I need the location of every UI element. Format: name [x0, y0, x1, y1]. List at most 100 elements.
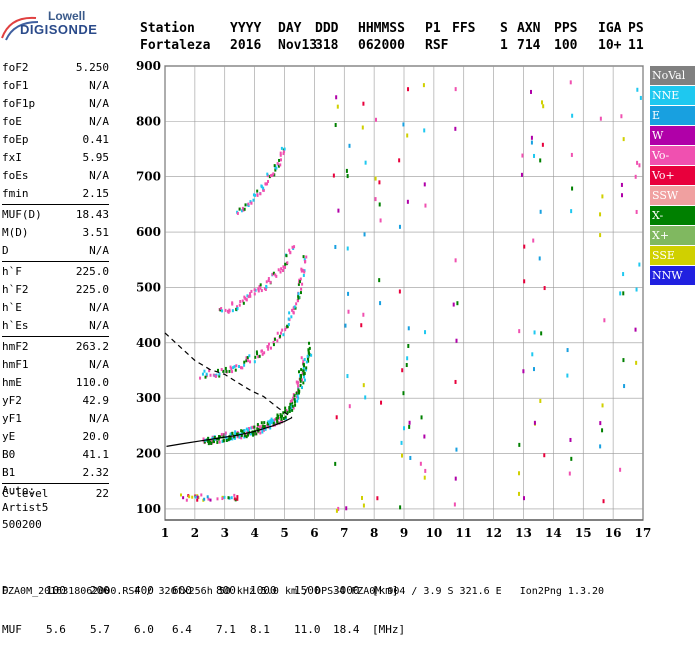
- noise-mark: [362, 383, 365, 388]
- echo-mark: [267, 420, 270, 424]
- echo-mark: [266, 182, 269, 186]
- noise-mark: [454, 379, 457, 384]
- echo-mark: [297, 388, 300, 392]
- footer-cell: 800: [216, 584, 236, 597]
- noise-mark: [209, 498, 212, 502]
- param-value: N/A: [89, 358, 109, 371]
- distance-row: D 100 200 400 600 800 1000 1500 3000 [km]: [2, 584, 399, 597]
- echo-mark: [267, 277, 270, 281]
- param-label: foF2: [2, 61, 29, 74]
- noise-mark: [539, 398, 542, 403]
- echo-mark: [234, 368, 237, 372]
- echo-mark: [262, 428, 265, 432]
- noise-mark: [345, 168, 348, 173]
- noise-mark: [601, 194, 604, 199]
- echo-mark: [267, 345, 270, 349]
- echo-mark: [202, 437, 205, 441]
- auto-code: 500200: [2, 518, 42, 531]
- x-tick-label: 9: [400, 526, 408, 540]
- echo-mark: [302, 372, 305, 376]
- x-tick-label: 15: [575, 526, 592, 540]
- x-tick-label: 12: [485, 526, 502, 540]
- noise-mark: [636, 160, 639, 165]
- x-tick-label: 13: [515, 526, 532, 540]
- param-value: N/A: [89, 79, 109, 92]
- param-row: hmF1 N/A: [2, 356, 109, 374]
- header-cell: 10+: [598, 38, 622, 53]
- echo-mark: [271, 272, 274, 276]
- noise-mark: [541, 100, 544, 105]
- echo-mark: [305, 255, 308, 259]
- param-row: fmin 2.15: [2, 185, 109, 203]
- noise-mark: [533, 153, 536, 158]
- y-tick-label: 500: [136, 280, 161, 294]
- param-value: 2.32: [82, 466, 110, 479]
- echo-mark: [264, 427, 267, 431]
- echo-mark: [269, 426, 272, 430]
- x-tick-label: 11: [455, 526, 472, 540]
- noise-mark: [196, 495, 199, 499]
- param-row: hmE 110.0: [2, 374, 109, 392]
- noise-mark: [622, 358, 625, 363]
- legend-entry: SSE: [650, 246, 695, 265]
- param-row: B0 41.1: [2, 446, 109, 464]
- header-cell: P1: [425, 21, 441, 36]
- auto-label: Auto:: [2, 484, 36, 497]
- echo-mark: [308, 341, 311, 345]
- noise-mark: [621, 193, 624, 198]
- noise-mark: [570, 209, 573, 214]
- echo-mark: [282, 269, 285, 273]
- echo-mark: [203, 440, 206, 444]
- echo-mark: [221, 309, 224, 313]
- echo-mark: [294, 403, 297, 407]
- echo-mark: [282, 333, 285, 337]
- echo-mark: [236, 211, 239, 215]
- footer-cell: 3000: [333, 584, 360, 597]
- noise-mark: [530, 135, 533, 140]
- param-row: foF1p N/A: [2, 95, 109, 113]
- noise-mark: [216, 497, 219, 501]
- echo-mark: [297, 396, 300, 400]
- echo-mark: [262, 424, 265, 428]
- param-label: foF1p: [2, 97, 36, 110]
- echo-mark: [292, 406, 295, 410]
- echo-mark: [243, 429, 246, 433]
- auto-program: Artist5: [2, 501, 49, 514]
- echo-mark: [242, 301, 245, 305]
- noise-mark: [206, 495, 209, 499]
- echo-mark: [208, 369, 211, 373]
- echo-mark: [254, 432, 257, 436]
- direction-legend: NoVal NNE E W Vo- Vo+ SSW X- X+ SSE NNW: [650, 66, 695, 286]
- header-cell: PS: [628, 21, 644, 36]
- echo-mark: [230, 367, 233, 371]
- echo-mark: [303, 372, 306, 376]
- echo-mark: [301, 378, 304, 382]
- noise-mark: [533, 420, 536, 425]
- noise-mark: [420, 415, 423, 420]
- noise-mark: [622, 137, 625, 142]
- echo-mark: [272, 421, 275, 425]
- legend-entry: NNW: [650, 266, 695, 285]
- echo-mark: [303, 375, 306, 379]
- echo-mark: [246, 359, 249, 363]
- footer-cell: 1000: [250, 584, 277, 597]
- echo-mark: [268, 422, 271, 426]
- noise-mark: [221, 497, 224, 501]
- echo-mark: [303, 270, 306, 274]
- y-tick-label: 700: [136, 170, 161, 184]
- param-row: D N/A: [2, 242, 109, 260]
- echo-mark: [299, 383, 302, 387]
- echo-mark: [272, 343, 275, 347]
- autoscaling-info: Auto: Artist5 500200: [2, 482, 48, 533]
- echo-mark: [231, 301, 234, 305]
- echo-mark: [303, 364, 306, 368]
- noise-mark: [194, 495, 197, 499]
- x-tick-label: 5: [280, 526, 288, 540]
- footer-cell: 5.7: [90, 623, 110, 636]
- param-label: yF2: [2, 394, 22, 407]
- noise-mark: [334, 461, 337, 466]
- noise-mark: [454, 258, 457, 263]
- footer-cell: [MHz]: [372, 623, 406, 636]
- echo-mark: [216, 368, 219, 372]
- echo-mark: [258, 285, 261, 289]
